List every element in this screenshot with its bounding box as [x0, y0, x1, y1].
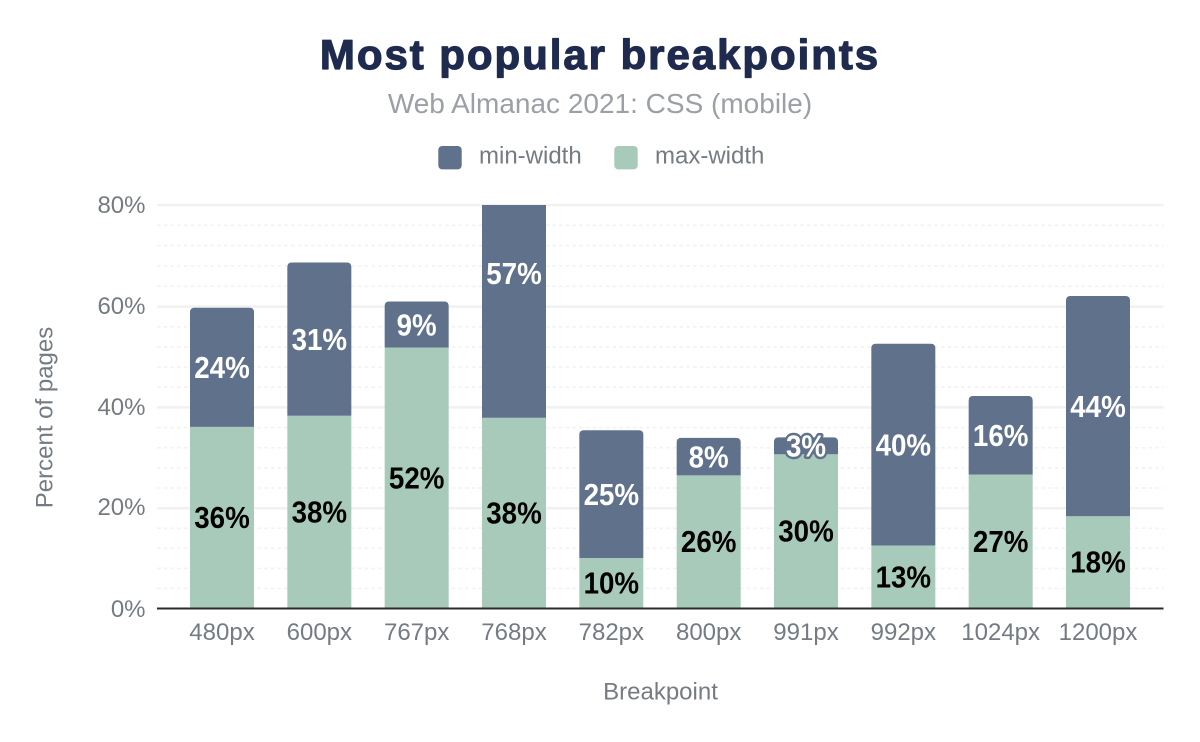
svg-text:38%: 38%	[292, 494, 348, 529]
svg-text:Percent of pages: Percent of pages	[32, 327, 59, 508]
svg-text:31%: 31%	[292, 322, 348, 357]
svg-text:Breakpoint: Breakpoint	[603, 678, 718, 705]
svg-text:3%: 3%	[786, 429, 826, 464]
svg-text:38%: 38%	[486, 495, 542, 530]
svg-text:57%: 57%	[486, 256, 542, 291]
svg-text:52%: 52%	[389, 460, 445, 495]
svg-text:10%: 10%	[584, 566, 640, 601]
svg-text:600px: 600px	[287, 619, 352, 646]
svg-text:40%: 40%	[97, 394, 145, 421]
svg-text:992px: 992px	[871, 619, 936, 646]
svg-text:1024px: 1024px	[961, 619, 1040, 646]
svg-text:1200px: 1200px	[1059, 619, 1138, 646]
svg-text:0%: 0%	[111, 596, 146, 623]
svg-text:25%: 25%	[584, 477, 640, 512]
svg-text:13%: 13%	[876, 559, 932, 594]
svg-text:Web Almanac 2021: CSS (mobile): Web Almanac 2021: CSS (mobile)	[388, 88, 812, 119]
svg-text:18%: 18%	[1070, 545, 1126, 580]
svg-text:80%: 80%	[97, 192, 145, 219]
svg-text:768px: 768px	[481, 619, 546, 646]
svg-text:44%: 44%	[1070, 389, 1126, 424]
svg-text:max-width: max-width	[655, 143, 764, 170]
svg-text:480px: 480px	[189, 619, 254, 646]
svg-text:8%: 8%	[689, 439, 729, 474]
svg-text:Most popular breakpoints: Most popular breakpoints	[320, 31, 880, 78]
svg-text:767px: 767px	[384, 619, 449, 646]
svg-text:40%: 40%	[876, 427, 932, 462]
svg-text:9%: 9%	[397, 307, 437, 342]
svg-text:min-width: min-width	[479, 143, 582, 170]
svg-text:60%: 60%	[97, 293, 145, 320]
svg-text:991px: 991px	[773, 619, 838, 646]
svg-text:30%: 30%	[778, 514, 834, 549]
svg-text:26%: 26%	[681, 524, 737, 559]
svg-text:20%: 20%	[97, 494, 145, 521]
svg-text:800px: 800px	[676, 619, 741, 646]
svg-text:24%: 24%	[194, 350, 250, 385]
svg-text:27%: 27%	[973, 524, 1029, 559]
svg-text:16%: 16%	[973, 418, 1029, 453]
svg-text:782px: 782px	[579, 619, 644, 646]
svg-text:36%: 36%	[194, 500, 250, 535]
